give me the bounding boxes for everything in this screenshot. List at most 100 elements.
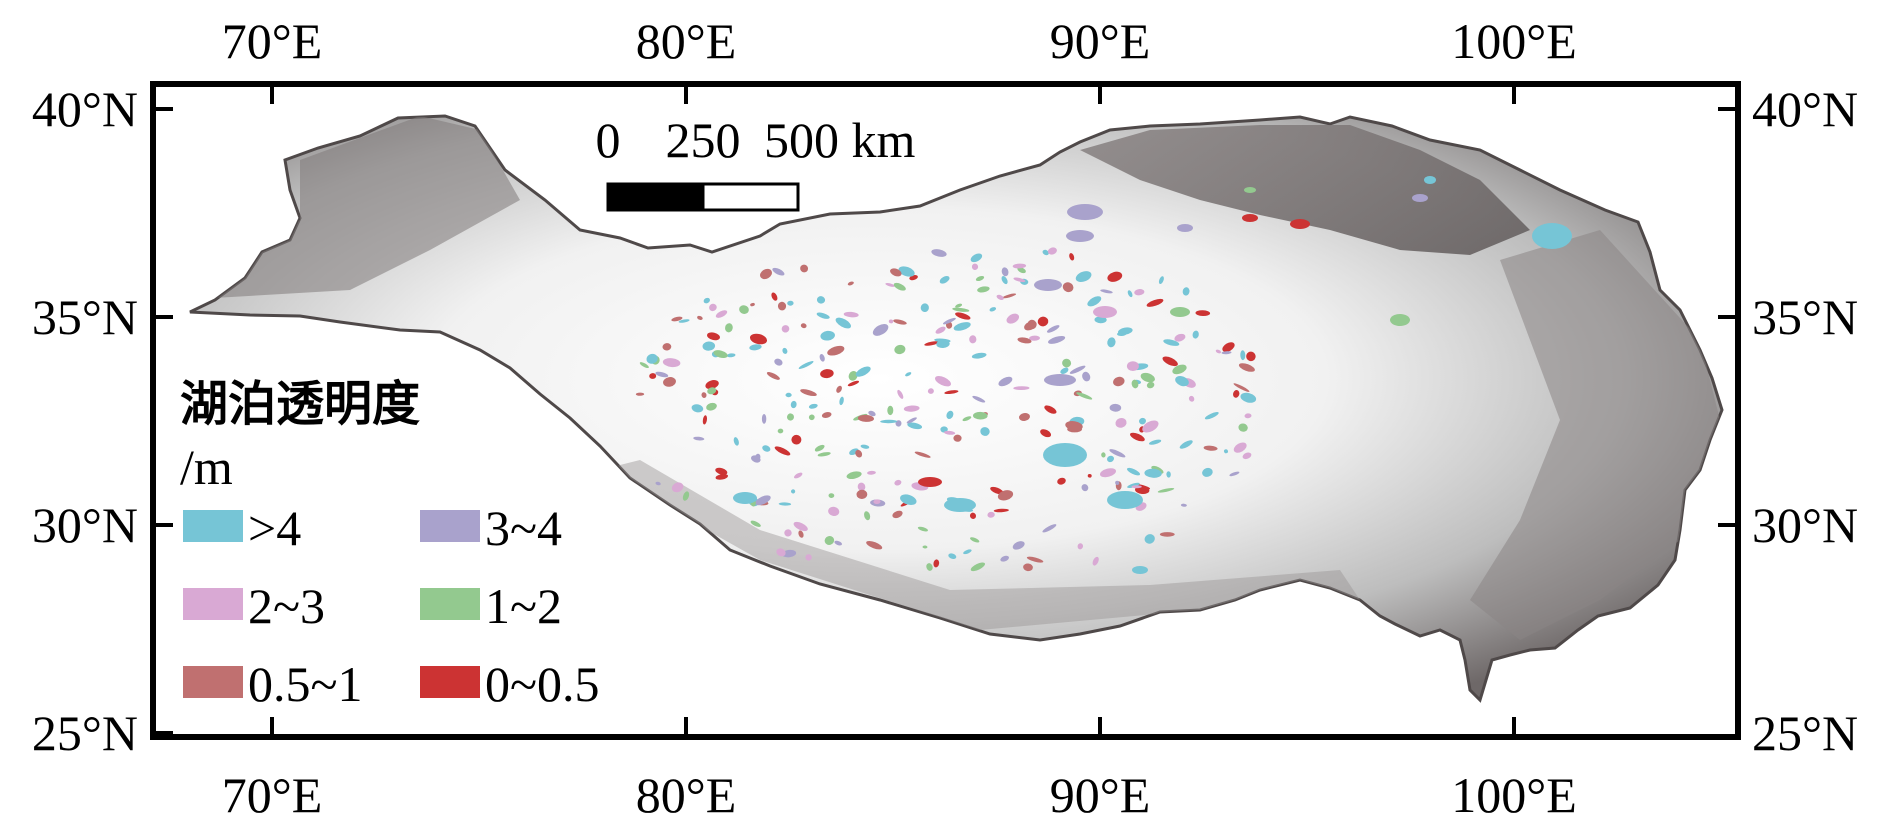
lake xyxy=(847,281,854,286)
lake xyxy=(920,303,929,312)
lake xyxy=(857,414,874,422)
lake xyxy=(663,377,676,387)
lake xyxy=(1140,372,1155,383)
lake xyxy=(691,404,704,413)
bottom-lon-label: 70°E xyxy=(222,767,323,823)
legend-swatch-1-2 xyxy=(420,588,480,620)
lake xyxy=(697,315,703,320)
lake xyxy=(1069,253,1075,261)
bottom-lon-label: 80°E xyxy=(636,767,737,823)
lake xyxy=(1192,330,1199,339)
lake xyxy=(821,412,832,418)
lake xyxy=(1019,413,1030,421)
lake xyxy=(1177,224,1193,232)
bottom-lon-label: 90°E xyxy=(1050,767,1151,823)
lake xyxy=(1146,298,1164,307)
lake xyxy=(1093,306,1117,318)
lake xyxy=(860,444,870,449)
lake xyxy=(1047,247,1057,255)
lake xyxy=(1077,543,1084,550)
lake xyxy=(1115,480,1120,485)
lake xyxy=(739,305,749,314)
lake xyxy=(1023,563,1033,572)
lake xyxy=(975,275,985,282)
lake xyxy=(787,300,794,306)
lake xyxy=(903,405,920,412)
lake xyxy=(1062,358,1072,368)
lake xyxy=(715,467,728,475)
lake xyxy=(706,402,717,411)
lake xyxy=(1215,349,1222,354)
lake xyxy=(808,403,818,409)
lake xyxy=(1067,204,1103,220)
lake xyxy=(963,549,972,555)
lake xyxy=(866,540,883,550)
lake xyxy=(1069,365,1086,374)
scale-bar: 0 250 500 km xyxy=(596,112,916,212)
lake xyxy=(1006,313,1020,324)
lake xyxy=(969,335,977,344)
lake xyxy=(1180,503,1187,507)
lake xyxy=(1238,363,1255,372)
lake xyxy=(705,380,719,390)
right-lat-label: 40°N xyxy=(1752,81,1858,137)
lake xyxy=(1013,277,1026,283)
frame-ticks xyxy=(153,84,1738,737)
right-lat-label: 30°N xyxy=(1752,497,1858,553)
legend-label-gt4: >4 xyxy=(248,500,301,556)
legend: 湖泊透明度 /m >4 3~4 2~3 1~2 0.5~1 0~0.5 xyxy=(180,376,600,712)
legend-unit: /m xyxy=(180,439,233,495)
lake xyxy=(1002,293,1017,299)
lake xyxy=(1117,331,1127,337)
lake xyxy=(935,326,946,334)
lake xyxy=(1013,386,1030,391)
lake xyxy=(1029,335,1040,341)
lake xyxy=(1101,452,1106,458)
lake xyxy=(898,266,915,277)
lake xyxy=(786,413,795,421)
lake xyxy=(970,253,983,263)
lake xyxy=(814,444,825,452)
qaidam-basin xyxy=(1080,125,1530,255)
lake xyxy=(1062,282,1074,293)
lake xyxy=(702,341,716,351)
lake xyxy=(1146,381,1155,389)
lake xyxy=(750,302,755,307)
lake xyxy=(955,312,971,320)
lake xyxy=(1229,471,1240,477)
scale-label-250: 250 xyxy=(666,112,741,168)
lake xyxy=(1026,556,1044,563)
lake xyxy=(828,506,840,517)
lake xyxy=(971,263,979,270)
lake xyxy=(1182,287,1190,296)
lake xyxy=(790,400,797,409)
lake xyxy=(885,282,895,287)
lake xyxy=(749,344,762,351)
lake xyxy=(777,428,784,434)
lake xyxy=(702,415,708,425)
right-lat-label: 35°N xyxy=(1752,289,1858,345)
lake xyxy=(778,502,792,506)
lake xyxy=(1092,556,1099,566)
lake xyxy=(931,249,947,257)
lake xyxy=(1034,279,1062,291)
lake xyxy=(1107,491,1143,509)
lake xyxy=(1000,555,1010,562)
lake xyxy=(927,388,934,394)
lake xyxy=(800,389,817,397)
lake xyxy=(1046,325,1060,333)
lake xyxy=(808,414,815,421)
legend-swatch-2-3 xyxy=(183,588,243,620)
lake xyxy=(1240,350,1246,361)
lake xyxy=(977,286,990,293)
lake xyxy=(1158,276,1164,284)
lake xyxy=(933,559,940,568)
lake xyxy=(726,353,736,358)
lake xyxy=(1238,423,1248,432)
lake xyxy=(713,350,728,359)
lake xyxy=(897,389,904,399)
lake xyxy=(1144,534,1155,544)
lake xyxy=(1040,429,1052,438)
lake xyxy=(1037,316,1049,327)
